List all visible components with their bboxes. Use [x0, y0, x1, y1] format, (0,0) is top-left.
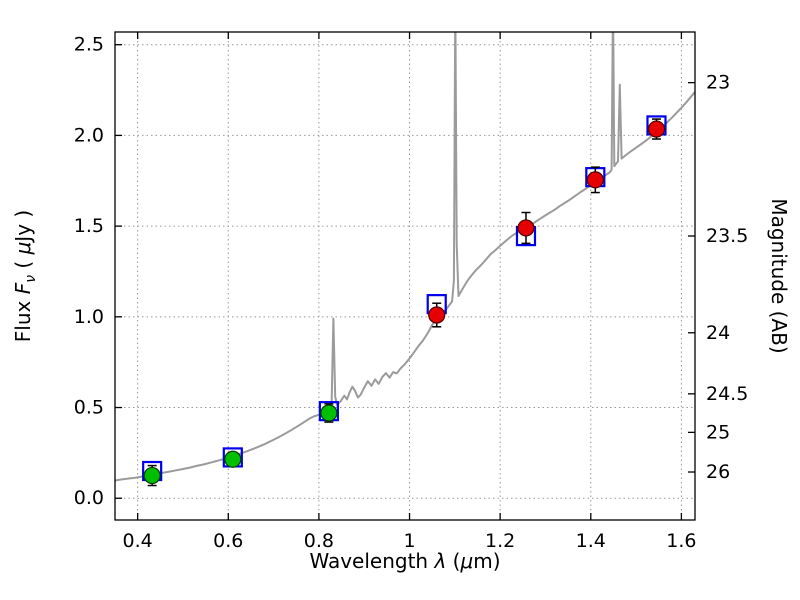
axis-ticks: [115, 32, 695, 520]
x-tick-label: 0.6: [213, 530, 243, 552]
x-tick-label: 1.2: [485, 530, 515, 552]
plot-frame: [114, 31, 696, 521]
observed-point: [320, 404, 338, 422]
observed-point: [647, 120, 666, 138]
observed-infrared-points: [428, 118, 666, 328]
y-axis-label-left: Flux Fν ( μJy ): [11, 210, 39, 342]
observed-point: [428, 306, 446, 324]
flux-tick-label: 1.5: [74, 215, 104, 237]
x-tick-label: 1.6: [666, 530, 696, 552]
observed-point: [143, 466, 161, 485]
flux-tick-label: 0.5: [74, 397, 104, 419]
observed-point: [517, 219, 535, 237]
x-tick-label: 1.4: [576, 530, 606, 552]
x-tick-label: 0.4: [123, 530, 153, 552]
x-tick-label: 1: [403, 530, 415, 552]
observed-point: [586, 171, 604, 189]
magnitude-tick-label: 24: [706, 322, 730, 344]
flux-tick-label: 1.0: [74, 306, 104, 328]
x-axis-label: Wavelength λ (μm): [309, 549, 500, 573]
magnitude-tick-label: 24.5: [706, 383, 748, 405]
y-axis-label-right: Magnitude (AB): [767, 198, 791, 353]
tick-labels: 0.4 0.6 0.8 1 1.2 1.4 1.6 0.0 0.5 1.0 1.5 2.0 2.5 23 2…: [74, 34, 749, 552]
flux-tick-label: 0.0: [74, 487, 104, 509]
observed-point: [224, 450, 242, 468]
observed-optical-points: [143, 403, 338, 487]
magnitude-tick-label: 25: [706, 421, 730, 443]
magnitude-tick-label: 26: [706, 461, 730, 483]
magnitude-tick-label: 23.5: [706, 225, 748, 247]
x-tick-label: 0.8: [304, 530, 334, 552]
grid-lines: [115, 32, 695, 520]
flux-tick-label: 2.0: [74, 124, 104, 146]
magnitude-tick-label: 23: [706, 72, 730, 94]
model-spectrum-line: [115, 32, 695, 482]
flux-tick-label: 2.5: [74, 34, 104, 56]
